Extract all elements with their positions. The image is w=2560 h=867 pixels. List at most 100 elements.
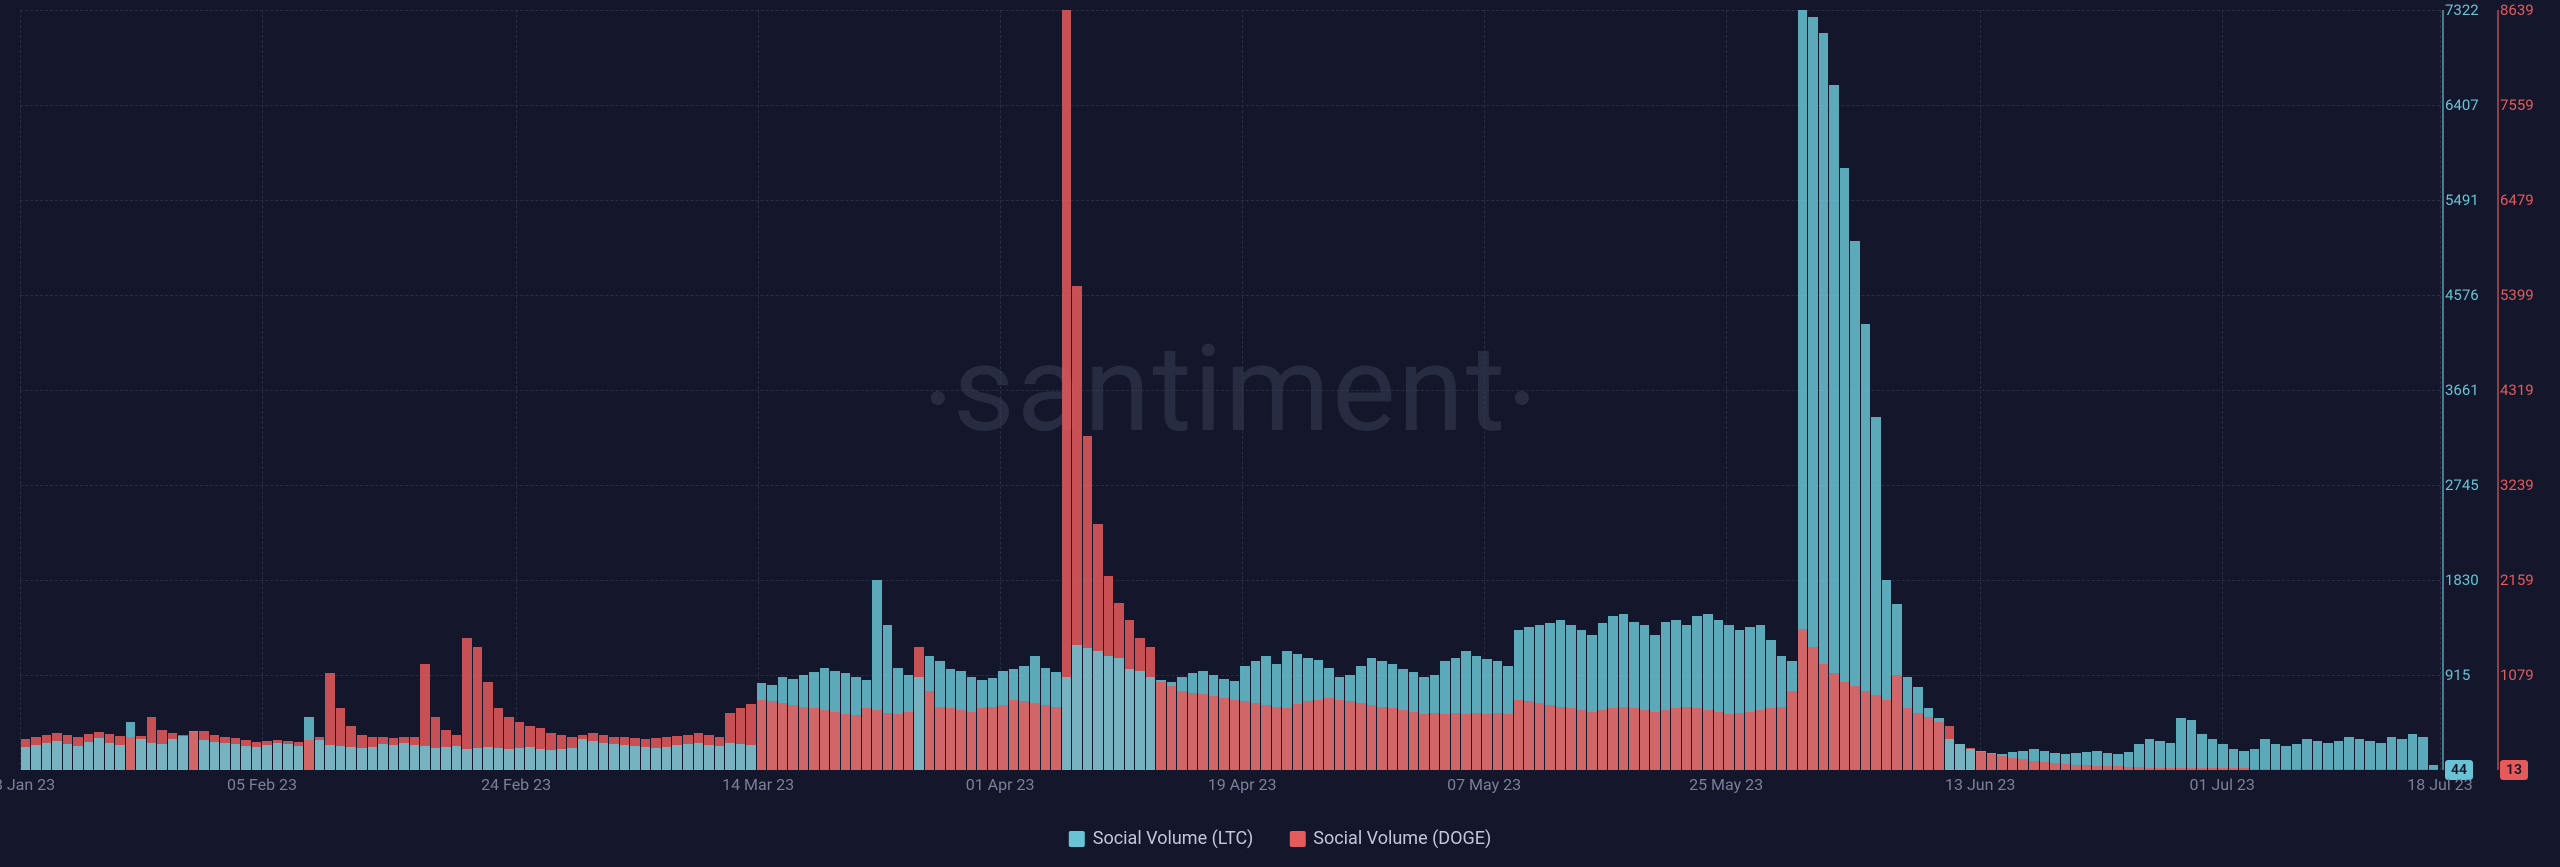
bar-slot[interactable] bbox=[346, 10, 356, 770]
bar-slot[interactable] bbox=[2387, 10, 2397, 770]
bar-slot[interactable] bbox=[1619, 10, 1629, 770]
bar-slot[interactable] bbox=[1735, 10, 1745, 770]
bar-slot[interactable] bbox=[2313, 10, 2323, 770]
bar-slot[interactable] bbox=[757, 10, 767, 770]
bar-slot[interactable] bbox=[368, 10, 378, 770]
bar-slot[interactable] bbox=[515, 10, 525, 770]
bar-slot[interactable] bbox=[105, 10, 115, 770]
bar-slot[interactable] bbox=[872, 10, 882, 770]
bar-slot[interactable] bbox=[1671, 10, 1681, 770]
bar-slot[interactable] bbox=[662, 10, 672, 770]
bar-slot[interactable] bbox=[1861, 10, 1871, 770]
bar-slot[interactable] bbox=[1587, 10, 1597, 770]
bar-slot[interactable] bbox=[1125, 10, 1135, 770]
bar-slot[interactable] bbox=[1430, 10, 1440, 770]
bar-slot[interactable] bbox=[1966, 10, 1976, 770]
bar-slot[interactable] bbox=[1156, 10, 1166, 770]
bar-slot[interactable] bbox=[1146, 10, 1156, 770]
bar-slot[interactable] bbox=[1777, 10, 1787, 770]
bar-slot[interactable] bbox=[1692, 10, 1702, 770]
bar-slot[interactable] bbox=[473, 10, 483, 770]
bar-slot[interactable] bbox=[567, 10, 577, 770]
bar-slot[interactable] bbox=[1840, 10, 1850, 770]
bar-slot[interactable] bbox=[557, 10, 567, 770]
bar-slot[interactable] bbox=[1083, 10, 1093, 770]
bar-slot[interactable] bbox=[1819, 10, 1829, 770]
bar-slot[interactable] bbox=[2408, 10, 2418, 770]
bar-slot[interactable] bbox=[641, 10, 651, 770]
bar-slot[interactable] bbox=[494, 10, 504, 770]
bar-slot[interactable] bbox=[2239, 10, 2249, 770]
bar-slot[interactable] bbox=[1198, 10, 1208, 770]
bar-slot[interactable] bbox=[820, 10, 830, 770]
bar-slot[interactable] bbox=[1209, 10, 1219, 770]
bar-slot[interactable] bbox=[231, 10, 241, 770]
bar-slot[interactable] bbox=[967, 10, 977, 770]
bar-slot[interactable] bbox=[904, 10, 914, 770]
bar-slot[interactable] bbox=[2029, 10, 2039, 770]
bar-slot[interactable] bbox=[1104, 10, 1114, 770]
bar-slot[interactable] bbox=[2271, 10, 2281, 770]
bar-slot[interactable] bbox=[2082, 10, 2092, 770]
bar-slot[interactable] bbox=[210, 10, 220, 770]
legend-item-ltc[interactable]: Social Volume (LTC) bbox=[1069, 828, 1254, 849]
bar-slot[interactable] bbox=[1787, 10, 1797, 770]
bar-slot[interactable] bbox=[704, 10, 714, 770]
bar-slot[interactable] bbox=[1945, 10, 1955, 770]
bar-slot[interactable] bbox=[946, 10, 956, 770]
bar-slot[interactable] bbox=[2344, 10, 2354, 770]
bar-slot[interactable] bbox=[1682, 10, 1692, 770]
bar-slot[interactable] bbox=[431, 10, 441, 770]
bar-slot[interactable] bbox=[683, 10, 693, 770]
bar-slot[interactable] bbox=[1324, 10, 1334, 770]
bar-slot[interactable] bbox=[157, 10, 167, 770]
bar-slot[interactable] bbox=[1745, 10, 1755, 770]
bar-slot[interactable] bbox=[420, 10, 430, 770]
bar-slot[interactable] bbox=[1409, 10, 1419, 770]
bar-slot[interactable] bbox=[1661, 10, 1671, 770]
bar-slot[interactable] bbox=[2071, 10, 2081, 770]
bar-slot[interactable] bbox=[1566, 10, 1576, 770]
bar-slot[interactable] bbox=[1976, 10, 1986, 770]
bar-slot[interactable] bbox=[1629, 10, 1639, 770]
bar-slot[interactable] bbox=[841, 10, 851, 770]
bar-slot[interactable] bbox=[715, 10, 725, 770]
bar-slot[interactable] bbox=[1724, 10, 1734, 770]
bar-slot[interactable] bbox=[767, 10, 777, 770]
bar-slot[interactable] bbox=[462, 10, 472, 770]
bar-slot[interactable] bbox=[1524, 10, 1534, 770]
bar-slot[interactable] bbox=[1030, 10, 1040, 770]
bar-slot[interactable] bbox=[1924, 10, 1934, 770]
bar-slot[interactable] bbox=[1009, 10, 1019, 770]
bar-slot[interactable] bbox=[294, 10, 304, 770]
bar-slot[interactable] bbox=[694, 10, 704, 770]
bar-slot[interactable] bbox=[147, 10, 157, 770]
bar-slot[interactable] bbox=[315, 10, 325, 770]
bar-slot[interactable] bbox=[199, 10, 209, 770]
bar-slot[interactable] bbox=[620, 10, 630, 770]
bar-slot[interactable] bbox=[1829, 10, 1839, 770]
bar-slot[interactable] bbox=[115, 10, 125, 770]
bar-slot[interactable] bbox=[1703, 10, 1713, 770]
bar-slot[interactable] bbox=[588, 10, 598, 770]
bar-slot[interactable] bbox=[1314, 10, 1324, 770]
bar-slot[interactable] bbox=[2166, 10, 2176, 770]
bar-slot[interactable] bbox=[799, 10, 809, 770]
bar-slot[interactable] bbox=[262, 10, 272, 770]
bar-slot[interactable] bbox=[2103, 10, 2113, 770]
bar-slot[interactable] bbox=[126, 10, 136, 770]
bar-slot[interactable] bbox=[1377, 10, 1387, 770]
bar-slot[interactable] bbox=[63, 10, 73, 770]
bar-slot[interactable] bbox=[1261, 10, 1271, 770]
bar-slot[interactable] bbox=[578, 10, 588, 770]
bar-slot[interactable] bbox=[2197, 10, 2207, 770]
bar-slot[interactable] bbox=[2429, 10, 2439, 770]
bar-slot[interactable] bbox=[2061, 10, 2071, 770]
bar-slot[interactable] bbox=[1514, 10, 1524, 770]
bar-slot[interactable] bbox=[1367, 10, 1377, 770]
bar-slot[interactable] bbox=[1177, 10, 1187, 770]
bar-slot[interactable] bbox=[73, 10, 83, 770]
bar-slot[interactable] bbox=[1167, 10, 1177, 770]
bar-slot[interactable] bbox=[2092, 10, 2102, 770]
bar-slot[interactable] bbox=[2365, 10, 2375, 770]
